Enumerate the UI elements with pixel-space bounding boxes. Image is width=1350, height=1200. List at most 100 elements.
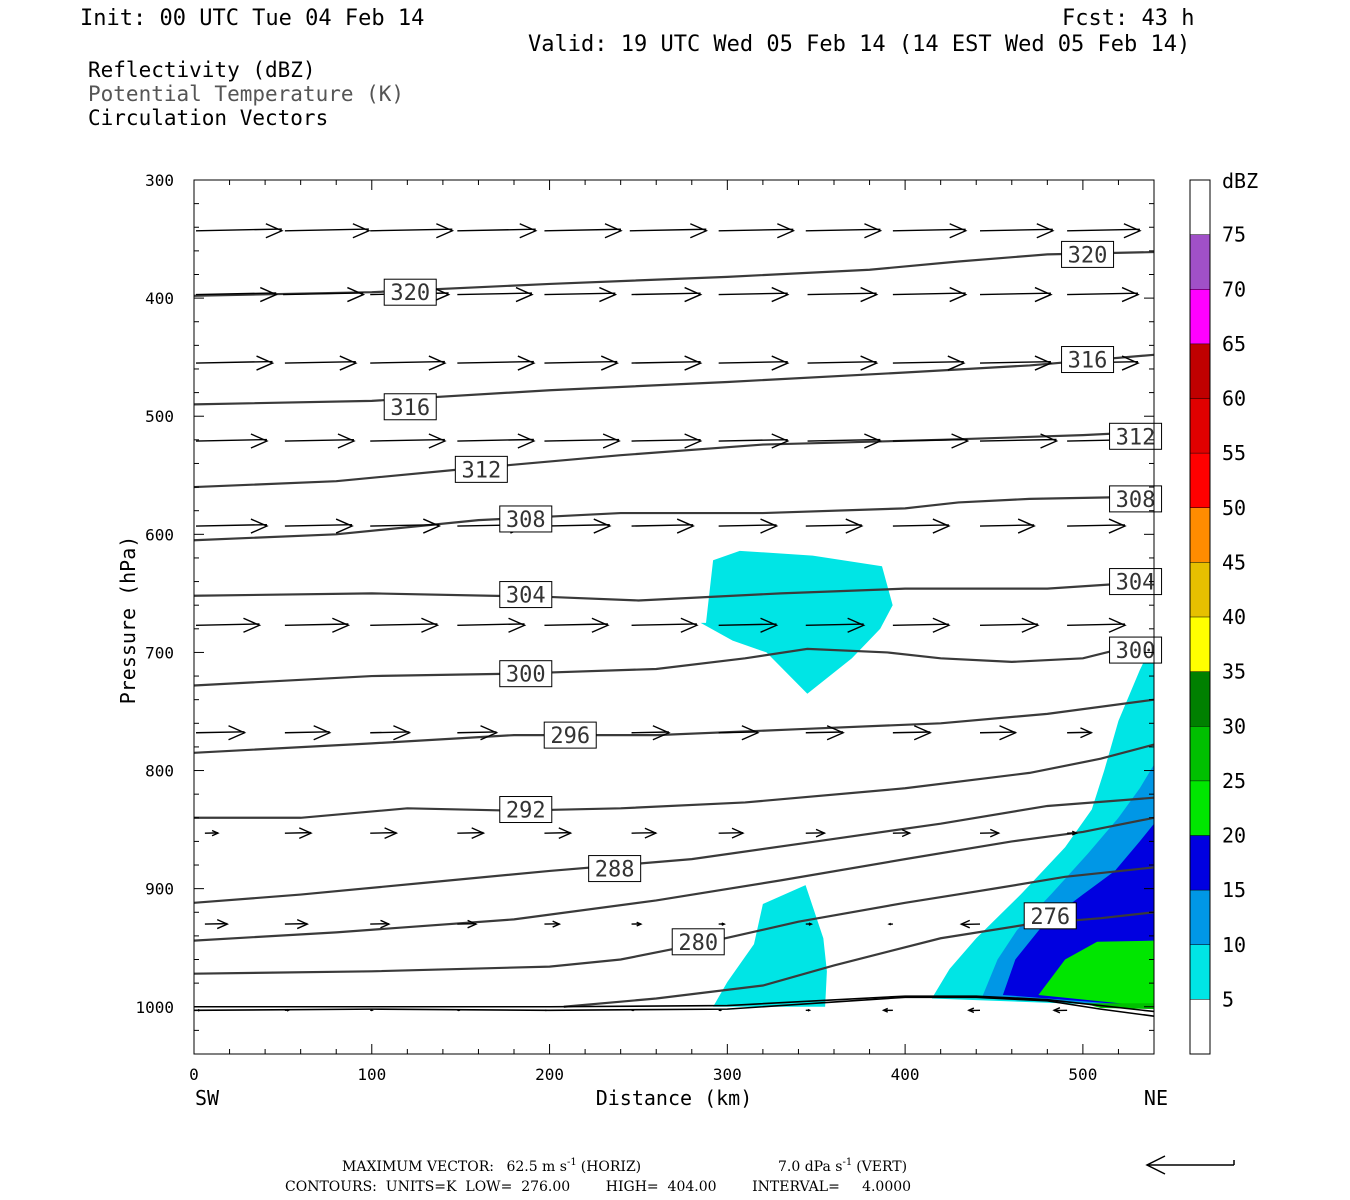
reflectivity-region-25dbz: [1082, 1003, 1154, 1010]
colorbar-label: 65: [1222, 332, 1246, 356]
circulation-vector: [718, 433, 790, 449]
circulation-vector: [544, 355, 619, 371]
circulation-vector: [195, 355, 275, 371]
theta-contour-280: [193, 866, 1155, 975]
circulation-vector: [1067, 286, 1140, 303]
theta-contour-layer: [193, 250, 1155, 1017]
circulation-vector: [195, 518, 269, 534]
circulation-vector: [959, 919, 981, 929]
contour-label-300: 300: [1109, 636, 1163, 664]
circulation-vector: [718, 617, 779, 633]
colorbar-segment-35: [1190, 617, 1210, 672]
circulation-vector: [370, 1009, 374, 1012]
x-tick-label: 200: [535, 1065, 564, 1084]
y-tick-label: 900: [145, 880, 174, 899]
svg-text:316: 316: [390, 396, 430, 421]
circulation-vector: [1067, 223, 1142, 239]
contour-label-312: 312: [454, 455, 508, 483]
y-tick-label: 300: [145, 171, 174, 190]
circulation-vector: [892, 829, 912, 838]
circulation-vector: [807, 433, 883, 449]
circulation-vector: [805, 617, 866, 633]
y-tick-label: 800: [145, 762, 174, 781]
colorbar-segment-5: [1190, 944, 1210, 1000]
contour-label-280: 280: [671, 928, 725, 956]
circulation-vector: [979, 725, 1018, 741]
colorbar-label: 75: [1222, 223, 1246, 247]
x-tick-label: 400: [891, 1065, 920, 1084]
colorbar-label: 60: [1222, 387, 1246, 411]
circulation-vector: [544, 286, 618, 303]
circulation-vector: [979, 286, 1053, 303]
circulation-vector: [631, 1009, 636, 1012]
colorbar-label: 35: [1222, 660, 1246, 684]
colorbar-label: 45: [1222, 550, 1246, 574]
contour-label-304: 304: [499, 581, 553, 609]
forecast-hour: Fcst: 43 h: [1062, 6, 1194, 31]
svg-text:304: 304: [1116, 571, 1156, 596]
y-tick-label: 700: [145, 643, 174, 662]
colorbar-segment-50: [1190, 453, 1210, 508]
x-tick-label: 100: [357, 1065, 386, 1084]
circulation-vector: [370, 617, 440, 633]
svg-text:300: 300: [1116, 639, 1156, 664]
theta-contour-296: [193, 698, 1155, 754]
colorbar-segment-10: [1190, 890, 1210, 945]
circulation-vector: [892, 223, 968, 239]
svg-text:292: 292: [506, 799, 546, 824]
x-tick-label: 500: [1068, 1065, 1097, 1084]
colorbar-label: 5: [1222, 987, 1234, 1011]
circulation-vector: [979, 617, 1040, 633]
theta-contour-284: [193, 816, 1155, 942]
theta-contour-276: [563, 911, 1155, 1008]
colorbar-segment-25: [1190, 726, 1210, 781]
circulation-vector: [1052, 1007, 1068, 1014]
circulation-vector: [979, 518, 1036, 534]
circulation-vector: [457, 433, 536, 449]
svg-text:320: 320: [390, 281, 430, 306]
colorbar-label: 20: [1222, 824, 1246, 848]
svg-text:304: 304: [506, 584, 546, 609]
colorbar-label: 55: [1222, 441, 1246, 465]
circulation-vector: [370, 433, 447, 449]
colorbar-segment-60: [1190, 343, 1210, 399]
svg-text:280: 280: [678, 931, 718, 956]
circulation-vector: [718, 518, 779, 534]
circulation-vector: [631, 286, 703, 303]
circulation-vector: [544, 433, 621, 449]
svg-text:312: 312: [1116, 425, 1156, 450]
colorbar-label: 50: [1222, 496, 1246, 520]
circulation-vector: [805, 828, 827, 838]
circulation-vector: [631, 518, 695, 534]
circulation-vector: [204, 918, 230, 930]
circulation-vector: [629, 223, 709, 239]
circulation-vector: [967, 1007, 981, 1014]
circulation-vector: [284, 433, 356, 449]
reflectivity-region-5dbz: [700, 550, 893, 694]
x-left-end-label: SW: [195, 1086, 220, 1110]
circulation-vector: [284, 1008, 291, 1012]
circulation-vector: [195, 617, 262, 633]
colorbar-segment-45: [1190, 507, 1210, 563]
contour-label-layer: 3203203163163123123083083043043003002962…: [383, 240, 1163, 956]
contour-label-276: 276: [1023, 902, 1077, 930]
x-tick-label: 0: [189, 1065, 199, 1084]
reflectivity-fill-layer: [700, 550, 1154, 1010]
theta-contour-288: [193, 796, 1155, 904]
contour-label-300: 300: [499, 660, 553, 688]
circulation-vector: [195, 433, 269, 449]
circulation-vector: [457, 617, 527, 633]
svg-text:288: 288: [595, 858, 635, 883]
axes-layer: 0 100 200 300 400 500 300 400 500 600 700 800 900 100…: [135, 171, 1155, 1084]
circulation-vector: [718, 355, 790, 371]
svg-text:308: 308: [1116, 488, 1156, 513]
circulation-vector: [631, 725, 671, 741]
colorbar-label: 30: [1222, 714, 1246, 738]
circulation-vector: [1067, 727, 1094, 739]
circulation-vector: [718, 1009, 723, 1012]
colorbar-label: 40: [1222, 605, 1246, 629]
circulation-vector: [718, 725, 760, 741]
circulation-vector: [544, 223, 623, 239]
y-axis-label: Pressure (hPa): [116, 536, 140, 705]
